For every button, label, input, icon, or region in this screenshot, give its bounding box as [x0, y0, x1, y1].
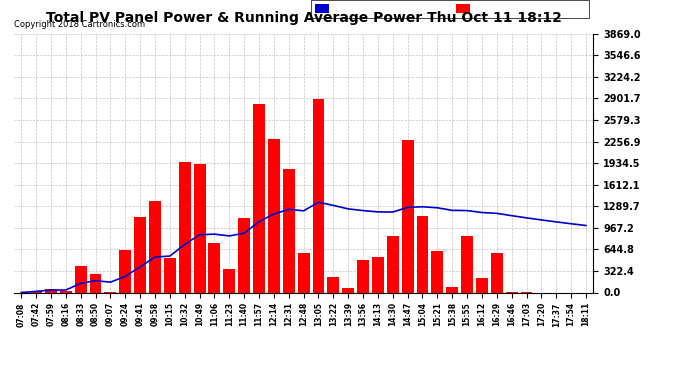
Bar — [60, 291, 72, 292]
Bar — [357, 260, 369, 292]
Bar — [387, 236, 399, 292]
Bar — [253, 104, 265, 292]
Bar — [431, 251, 443, 292]
Bar — [342, 288, 354, 292]
Text: Total PV Panel Power & Running Average Power Thu Oct 11 18:12: Total PV Panel Power & Running Average P… — [46, 11, 562, 25]
Bar — [372, 257, 384, 292]
Bar — [149, 201, 161, 292]
Bar — [119, 251, 131, 292]
Bar — [208, 243, 220, 292]
Bar — [461, 236, 473, 292]
Bar — [134, 217, 146, 292]
Bar — [224, 269, 235, 292]
Bar — [194, 164, 206, 292]
Bar — [164, 258, 176, 292]
Bar — [446, 287, 458, 292]
Bar — [179, 162, 190, 292]
Bar — [476, 279, 488, 292]
Bar — [268, 138, 280, 292]
Legend: Average  (DC Watts), PV Panels  (DC Watts): Average (DC Watts), PV Panels (DC Watts) — [310, 0, 589, 18]
Bar — [283, 168, 295, 292]
Text: Copyright 2018 Cartronics.com: Copyright 2018 Cartronics.com — [14, 20, 145, 28]
Bar — [90, 274, 101, 292]
Bar — [402, 140, 413, 292]
Bar — [417, 216, 428, 292]
Bar — [313, 99, 324, 292]
Bar — [238, 217, 250, 292]
Bar — [75, 266, 87, 292]
Bar — [30, 291, 42, 292]
Bar — [297, 254, 310, 292]
Bar — [491, 254, 503, 292]
Bar — [45, 289, 57, 292]
Bar — [327, 277, 339, 292]
